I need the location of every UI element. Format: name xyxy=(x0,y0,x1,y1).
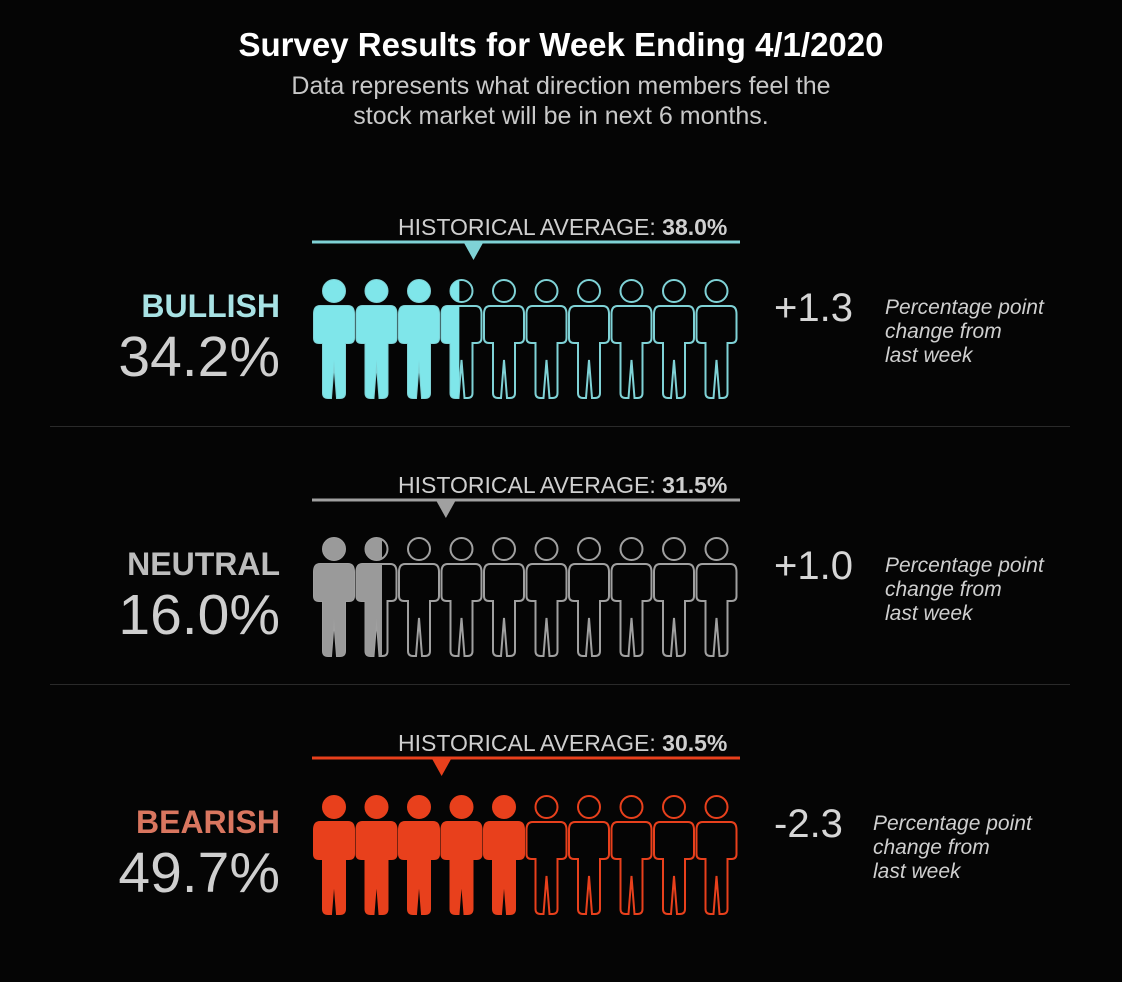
person-icon-filled xyxy=(399,796,439,914)
person-icon xyxy=(483,537,525,657)
historical-average-triangle xyxy=(463,242,484,260)
weekly-change-note-line: change from xyxy=(873,836,990,859)
weekly-change-note-line: last week xyxy=(885,344,973,367)
category-percentage: 49.7% xyxy=(118,841,280,905)
person-icon-filled xyxy=(654,796,694,914)
person-icon-filled xyxy=(314,538,354,656)
historical-average-value: 38.0% xyxy=(662,214,728,240)
person-icon-filled xyxy=(441,796,482,914)
weekly-change-note: Percentage point change from last week xyxy=(885,554,1085,626)
category-label: BEARISH xyxy=(135,804,280,840)
historical-average-marker xyxy=(312,498,740,518)
person-icon xyxy=(610,537,653,657)
person-icon-filled xyxy=(697,796,737,914)
category-label: NEUTRAL xyxy=(127,546,280,582)
person-icon xyxy=(653,537,695,657)
person-icon xyxy=(568,279,610,399)
person-icon xyxy=(525,795,568,915)
person-icon xyxy=(568,795,610,915)
page-subtitle-line-2: stock market will be in next 6 months. xyxy=(353,102,769,130)
historical-average-value: 31.5% xyxy=(662,472,728,498)
person-icon-filled xyxy=(484,538,524,656)
people-pictograph xyxy=(313,537,738,657)
section-divider xyxy=(50,684,1070,685)
person-icon-filled xyxy=(441,280,460,398)
weekly-change-note: Percentage point change from last week xyxy=(873,812,1073,884)
people-pictograph xyxy=(313,279,738,399)
person-icon-filled xyxy=(569,796,609,914)
person-icon xyxy=(695,279,738,399)
weekly-change-note-line: last week xyxy=(873,860,961,883)
person-icon-filled xyxy=(612,280,652,398)
historical-average-label: HISTORICAL AVERAGE: 30.5% xyxy=(398,730,727,757)
historical-average-text: HISTORICAL AVERAGE: xyxy=(398,472,663,498)
person-icon-filled xyxy=(314,796,354,914)
person-icon-filled xyxy=(442,538,482,656)
person-icon-filled xyxy=(654,538,694,656)
person-icon-filled xyxy=(356,280,397,398)
section-divider xyxy=(50,426,1070,427)
people-pictograph xyxy=(313,795,738,915)
weekly-change-note-line: Percentage point xyxy=(873,812,1032,835)
person-icon xyxy=(610,795,653,915)
historical-average-marker xyxy=(312,756,740,776)
historical-average-text: HISTORICAL AVERAGE: xyxy=(398,730,663,756)
weekly-change-value: -2.3 xyxy=(774,802,843,846)
person-icon-filled xyxy=(612,796,652,914)
weekly-change-note-line: Percentage point xyxy=(885,296,1044,319)
weekly-change-note-line: last week xyxy=(885,602,973,625)
category-label: BULLISH xyxy=(141,288,280,324)
person-icon xyxy=(440,537,483,657)
person-icon xyxy=(610,279,653,399)
person-icon-filled xyxy=(612,538,652,656)
person-icon xyxy=(695,795,738,915)
weekly-change-note-line: Percentage point xyxy=(885,554,1044,577)
person-icon-filled xyxy=(527,280,567,398)
person-icon xyxy=(483,279,525,399)
historical-average-text: HISTORICAL AVERAGE: xyxy=(398,214,663,240)
person-icon xyxy=(653,795,695,915)
person-icon xyxy=(695,537,738,657)
survey-section-bearish: HISTORICAL AVERAGE: 30.5% BEARISH 49.7% -2.… xyxy=(0,724,1122,982)
person-icon-filled xyxy=(527,796,567,914)
person-icon xyxy=(525,537,568,657)
historical-average-triangle xyxy=(435,500,456,518)
historical-average-marker xyxy=(312,240,740,260)
historical-average-triangle xyxy=(431,758,452,776)
weekly-change-value: +1.0 xyxy=(774,544,853,588)
person-icon-filled xyxy=(399,280,439,398)
weekly-change-note-line: change from xyxy=(885,320,1002,343)
survey-section-neutral: HISTORICAL AVERAGE: 31.5% NEUTRAL 16.0% +1.… xyxy=(0,466,1122,724)
category-percentage: 34.2% xyxy=(118,325,280,389)
person-icon-filled xyxy=(399,538,439,656)
person-icon xyxy=(525,279,568,399)
historical-average-label: HISTORICAL AVERAGE: 38.0% xyxy=(398,214,727,241)
person-icon xyxy=(653,279,695,399)
page-title: Survey Results for Week Ending 4/1/2020 xyxy=(238,26,884,63)
historical-average-value: 30.5% xyxy=(662,730,728,756)
weekly-change-note: Percentage point change from last week xyxy=(885,296,1085,368)
person-icon xyxy=(568,537,610,657)
person-icon-filled xyxy=(569,538,609,656)
person-icon-filled xyxy=(484,796,524,914)
person-icon-filled xyxy=(527,538,567,656)
weekly-change-value: +1.3 xyxy=(774,286,853,330)
person-icon-filled xyxy=(484,280,524,398)
person-icon-filled xyxy=(654,280,694,398)
person-icon-filled xyxy=(697,538,737,656)
person-icon-filled xyxy=(356,796,397,914)
person-icon-filled xyxy=(356,538,382,656)
survey-section-bullish: HISTORICAL AVERAGE: 38.0% BULLISH 34.2% +1.… xyxy=(0,208,1122,466)
person-icon-filled xyxy=(697,280,737,398)
category-percentage: 16.0% xyxy=(118,583,280,647)
person-icon-filled xyxy=(569,280,609,398)
page-subtitle-line-1: Data represents what direction members f… xyxy=(291,72,831,100)
person-icon xyxy=(398,537,440,657)
person-icon-filled xyxy=(314,280,354,398)
historical-average-label: HISTORICAL AVERAGE: 31.5% xyxy=(398,472,727,499)
weekly-change-note-line: change from xyxy=(885,578,1002,601)
